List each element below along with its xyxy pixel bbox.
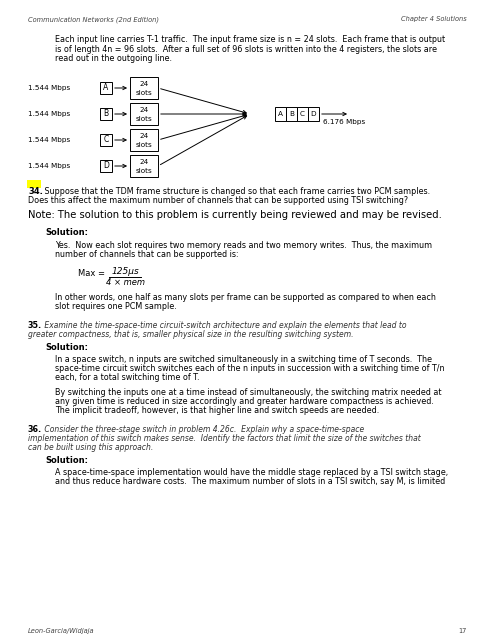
Text: number of channels that can be supported is:: number of channels that can be supported… bbox=[55, 250, 239, 259]
FancyBboxPatch shape bbox=[275, 107, 286, 121]
Text: 6.176 Mbps: 6.176 Mbps bbox=[323, 119, 365, 125]
Text: 24: 24 bbox=[140, 107, 148, 113]
Text: implementation of this switch makes sense.  Identify the factors that limit the : implementation of this switch makes sens… bbox=[28, 434, 421, 443]
Text: 125μs: 125μs bbox=[111, 267, 139, 276]
FancyBboxPatch shape bbox=[130, 155, 158, 177]
Text: greater compactness, that is, smaller physical size in the resulting switching s: greater compactness, that is, smaller ph… bbox=[28, 330, 353, 339]
Text: Does this affect the maximum number of channels that can be supported using TSI : Does this affect the maximum number of c… bbox=[28, 196, 408, 205]
Text: 1.544 Mbps: 1.544 Mbps bbox=[28, 85, 70, 91]
FancyBboxPatch shape bbox=[130, 129, 158, 151]
Text: space-time circuit switch switches each of the n inputs in succession with a swi: space-time circuit switch switches each … bbox=[55, 364, 445, 373]
Text: slots: slots bbox=[136, 168, 152, 174]
Text: 24: 24 bbox=[140, 81, 148, 87]
Text: 36.: 36. bbox=[28, 425, 42, 434]
Text: 1.544 Mbps: 1.544 Mbps bbox=[28, 163, 70, 169]
Text: 1.544 Mbps: 1.544 Mbps bbox=[28, 111, 70, 117]
Text: Communication Networks (2nd Edition): Communication Networks (2nd Edition) bbox=[28, 16, 159, 22]
Text: D: D bbox=[311, 111, 316, 117]
Text: slots: slots bbox=[136, 116, 152, 122]
Text: Note: The solution to this problem is currently being reviewed and may be revise: Note: The solution to this problem is cu… bbox=[28, 210, 442, 220]
Text: and thus reduce hardware costs.  The maximum number of slots in a TSI switch, sa: and thus reduce hardware costs. The maxi… bbox=[55, 477, 445, 486]
Text: 35.: 35. bbox=[28, 321, 42, 330]
Text: The implicit tradeoff, however, is that higher line and switch speeds are needed: The implicit tradeoff, however, is that … bbox=[55, 406, 379, 415]
Text: Solution:: Solution: bbox=[45, 228, 88, 237]
Text: Each input line carries T-1 traffic.  The input frame size is n = 24 slots.  Eac: Each input line carries T-1 traffic. The… bbox=[55, 35, 445, 44]
Text: 24: 24 bbox=[140, 159, 148, 165]
Text: 4 × mem: 4 × mem bbox=[105, 278, 145, 287]
Text: is of length 4n = 96 slots.  After a full set of 96 slots is written into the 4 : is of length 4n = 96 slots. After a full… bbox=[55, 45, 437, 54]
Text: C: C bbox=[300, 111, 305, 117]
Text: 34.: 34. bbox=[28, 187, 43, 196]
Text: D: D bbox=[103, 161, 109, 170]
FancyBboxPatch shape bbox=[308, 107, 319, 121]
Text: Consider the three-stage switch in problem 4.26c.  Explain why a space-time-spac: Consider the three-stage switch in probl… bbox=[42, 425, 364, 434]
Text: C: C bbox=[103, 136, 108, 145]
Text: A space-time-space implementation would have the middle stage replaced by a TSI : A space-time-space implementation would … bbox=[55, 468, 448, 477]
Text: Solution:: Solution: bbox=[45, 456, 88, 465]
Text: can be built using this approach.: can be built using this approach. bbox=[28, 443, 153, 452]
FancyBboxPatch shape bbox=[130, 103, 158, 125]
FancyBboxPatch shape bbox=[100, 160, 112, 172]
Text: 17: 17 bbox=[459, 628, 467, 634]
Text: Suppose that the TDM frame structure is changed so that each frame carries two P: Suppose that the TDM frame structure is … bbox=[42, 187, 430, 196]
Text: slots: slots bbox=[136, 142, 152, 148]
FancyBboxPatch shape bbox=[100, 82, 112, 94]
FancyBboxPatch shape bbox=[100, 134, 112, 146]
Text: A: A bbox=[278, 111, 283, 117]
Text: slots: slots bbox=[136, 90, 152, 96]
Text: 24: 24 bbox=[140, 133, 148, 139]
Text: By switching the inputs one at a time instead of simultaneously, the switching m: By switching the inputs one at a time in… bbox=[55, 388, 442, 397]
Text: B: B bbox=[289, 111, 294, 117]
FancyBboxPatch shape bbox=[100, 108, 112, 120]
Text: any given time is reduced in size accordingly and greater hardware compactness i: any given time is reduced in size accord… bbox=[55, 397, 434, 406]
Text: A: A bbox=[103, 83, 108, 93]
Text: 1.544 Mbps: 1.544 Mbps bbox=[28, 137, 70, 143]
Bar bbox=[27, 179, 41, 188]
Text: slot requires one PCM sample.: slot requires one PCM sample. bbox=[55, 302, 177, 311]
Text: Leon-Garcia/Widjaja: Leon-Garcia/Widjaja bbox=[28, 628, 95, 634]
Text: Solution:: Solution: bbox=[45, 343, 88, 352]
Text: Max =: Max = bbox=[78, 269, 107, 278]
Text: Examine the time-space-time circuit-switch architecture and explain the elements: Examine the time-space-time circuit-swit… bbox=[42, 321, 406, 330]
FancyBboxPatch shape bbox=[286, 107, 297, 121]
Text: In other words, one half as many slots per frame can be supported as compared to: In other words, one half as many slots p… bbox=[55, 293, 436, 302]
Text: each, for a total switching time of T.: each, for a total switching time of T. bbox=[55, 373, 199, 382]
Text: In a space switch, n inputs are switched simultaneously in a switching time of T: In a space switch, n inputs are switched… bbox=[55, 355, 432, 364]
FancyBboxPatch shape bbox=[297, 107, 308, 121]
Text: Yes.  Now each slot requires two memory reads and two memory writes.  Thus, the : Yes. Now each slot requires two memory r… bbox=[55, 241, 432, 250]
Text: B: B bbox=[103, 109, 108, 118]
Text: read out in the outgoing line.: read out in the outgoing line. bbox=[55, 54, 172, 63]
FancyBboxPatch shape bbox=[130, 77, 158, 99]
Text: Chapter 4 Solutions: Chapter 4 Solutions bbox=[401, 16, 467, 22]
